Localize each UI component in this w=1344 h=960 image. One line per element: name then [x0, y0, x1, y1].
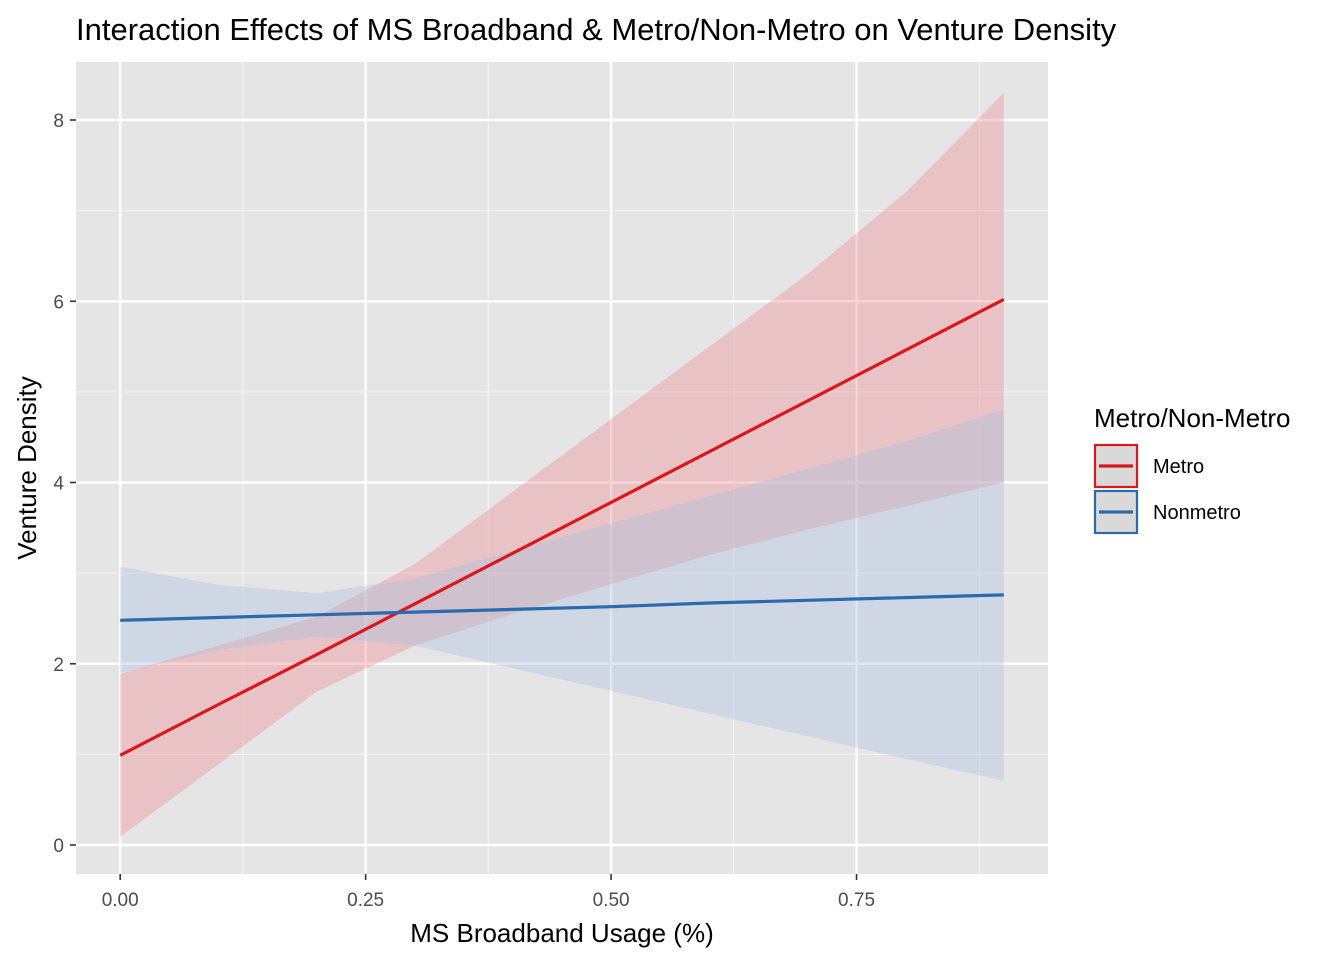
x-tick-label: 0.00	[102, 890, 139, 911]
y-axis: 0 2 4 6 8	[53, 111, 76, 857]
confidence-ribbons	[120, 92, 1004, 837]
x-axis: 0.00 0.25 0.50 0.75	[102, 874, 875, 911]
legend-title: Metro/Non-Metro	[1094, 403, 1291, 433]
chart-title: Interaction Effects of MS Broadband & Me…	[76, 12, 1117, 47]
x-axis-title: MS Broadband Usage (%)	[410, 918, 713, 948]
y-tick-label: 6	[53, 292, 64, 313]
legend-label-metro: Metro	[1153, 456, 1204, 478]
ribbon-metro	[120, 92, 1004, 837]
line-nonmetro	[120, 593, 1004, 622]
x-tick-label: 0.75	[838, 890, 875, 911]
minor-grid	[76, 62, 1048, 874]
plot-panel	[76, 62, 1048, 874]
legend-label-nonmetro: Nonmetro	[1153, 502, 1241, 524]
legend: Metro/Non-Metro Metro Nonmetro	[1093, 403, 1291, 535]
legend-item-nonmetro: Nonmetro	[1093, 489, 1241, 535]
ribbon-nonmetro	[120, 409, 1004, 781]
y-tick-label: 0	[53, 836, 64, 857]
x-tick-label: 0.50	[593, 890, 630, 911]
series-lines	[119, 297, 1005, 757]
y-tick-label: 8	[53, 111, 64, 132]
line-metro	[119, 297, 1005, 757]
legend-items: Metro Nonmetro	[1093, 443, 1241, 535]
x-tick-label: 0.25	[347, 890, 384, 911]
y-axis-title: Venture Density	[12, 376, 42, 560]
y-tick-label: 2	[53, 655, 64, 676]
major-grid	[76, 62, 1048, 874]
y-tick-label: 4	[53, 474, 64, 495]
legend-item-metro: Metro	[1093, 443, 1204, 489]
